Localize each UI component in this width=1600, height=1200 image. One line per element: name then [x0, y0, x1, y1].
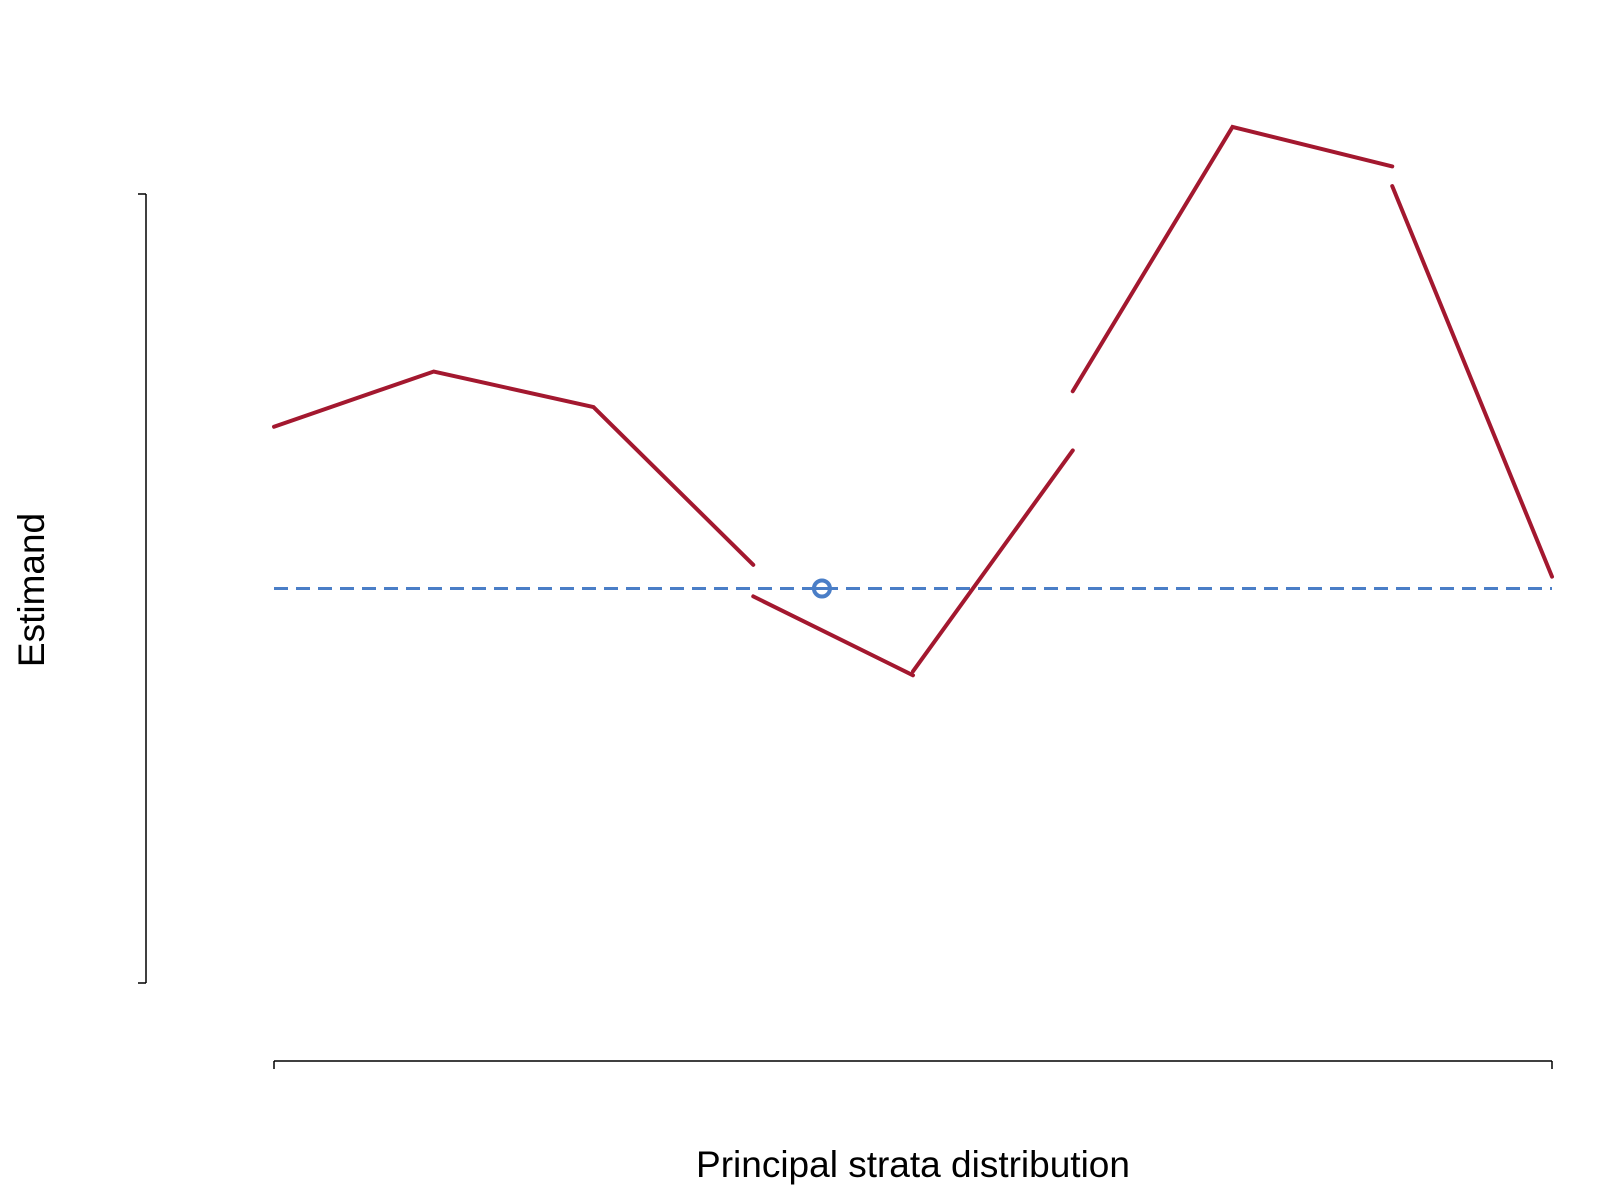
- series-line-segment-3: [911, 448, 1075, 674]
- series-line-segment-1: [272, 369, 756, 567]
- series-line-segment-2: [751, 594, 915, 678]
- y-axis-title: Estimand: [11, 513, 52, 667]
- series-line-segment-4: [1070, 124, 1395, 394]
- series-line-segment-5: [1390, 184, 1554, 579]
- x-axis-title: Principal strata distribution: [696, 1144, 1130, 1185]
- plot-area: [272, 124, 1554, 678]
